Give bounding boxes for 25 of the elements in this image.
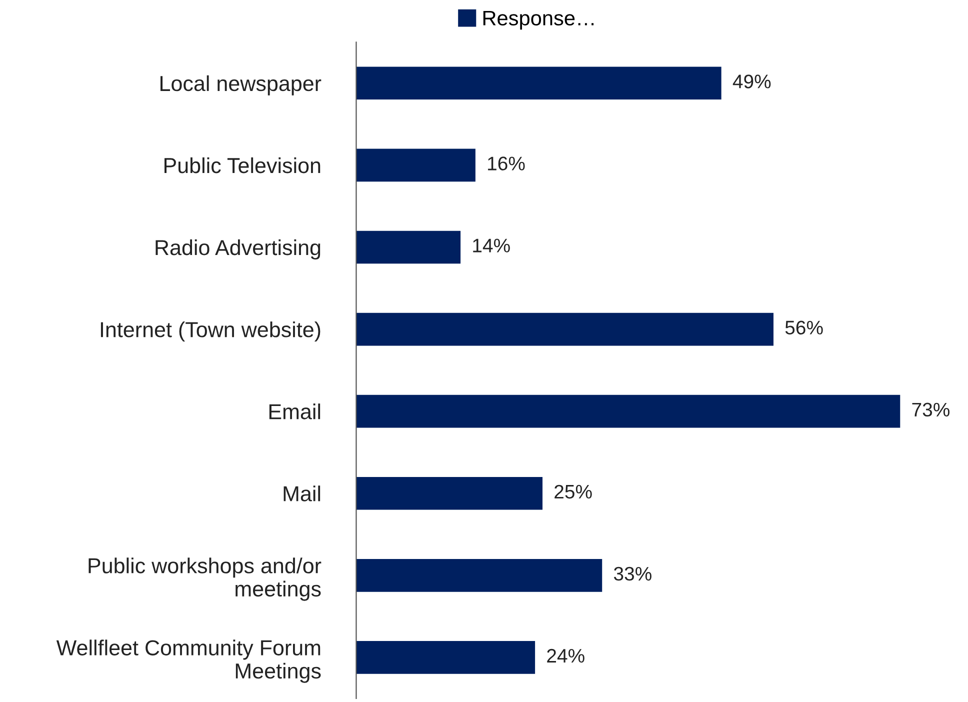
bar <box>356 312 774 346</box>
bar <box>356 559 602 592</box>
bar <box>356 66 722 100</box>
data-label: 33% <box>614 566 652 581</box>
y-tick-label: Internet (Town website) <box>100 321 320 342</box>
y-tick-label: Mail <box>284 486 320 502</box>
y-tick-label: Public Television <box>164 157 320 174</box>
legend-label: Response… <box>483 10 594 30</box>
data-label: 14% <box>473 238 510 252</box>
y-tick-label: Wellfleet Community Forum Meetings <box>56 640 321 683</box>
y-tick-label: Public workshops and/or meetings <box>88 558 322 601</box>
data-label: 16% <box>488 156 525 170</box>
bar <box>356 230 461 264</box>
y-tick-label: Radio Advertising <box>156 239 320 260</box>
data-label: 24% <box>547 648 584 663</box>
data-label: 25% <box>554 484 592 499</box>
bar <box>356 148 476 182</box>
data-label: 73% <box>912 402 950 417</box>
y-tick-label: Email <box>269 404 320 420</box>
bar <box>356 394 900 428</box>
data-label: 49% <box>732 74 771 88</box>
bar <box>356 476 542 510</box>
data-label: 56% <box>785 320 823 334</box>
y-tick-label: Local newspaper <box>160 75 322 96</box>
bar <box>356 641 536 674</box>
